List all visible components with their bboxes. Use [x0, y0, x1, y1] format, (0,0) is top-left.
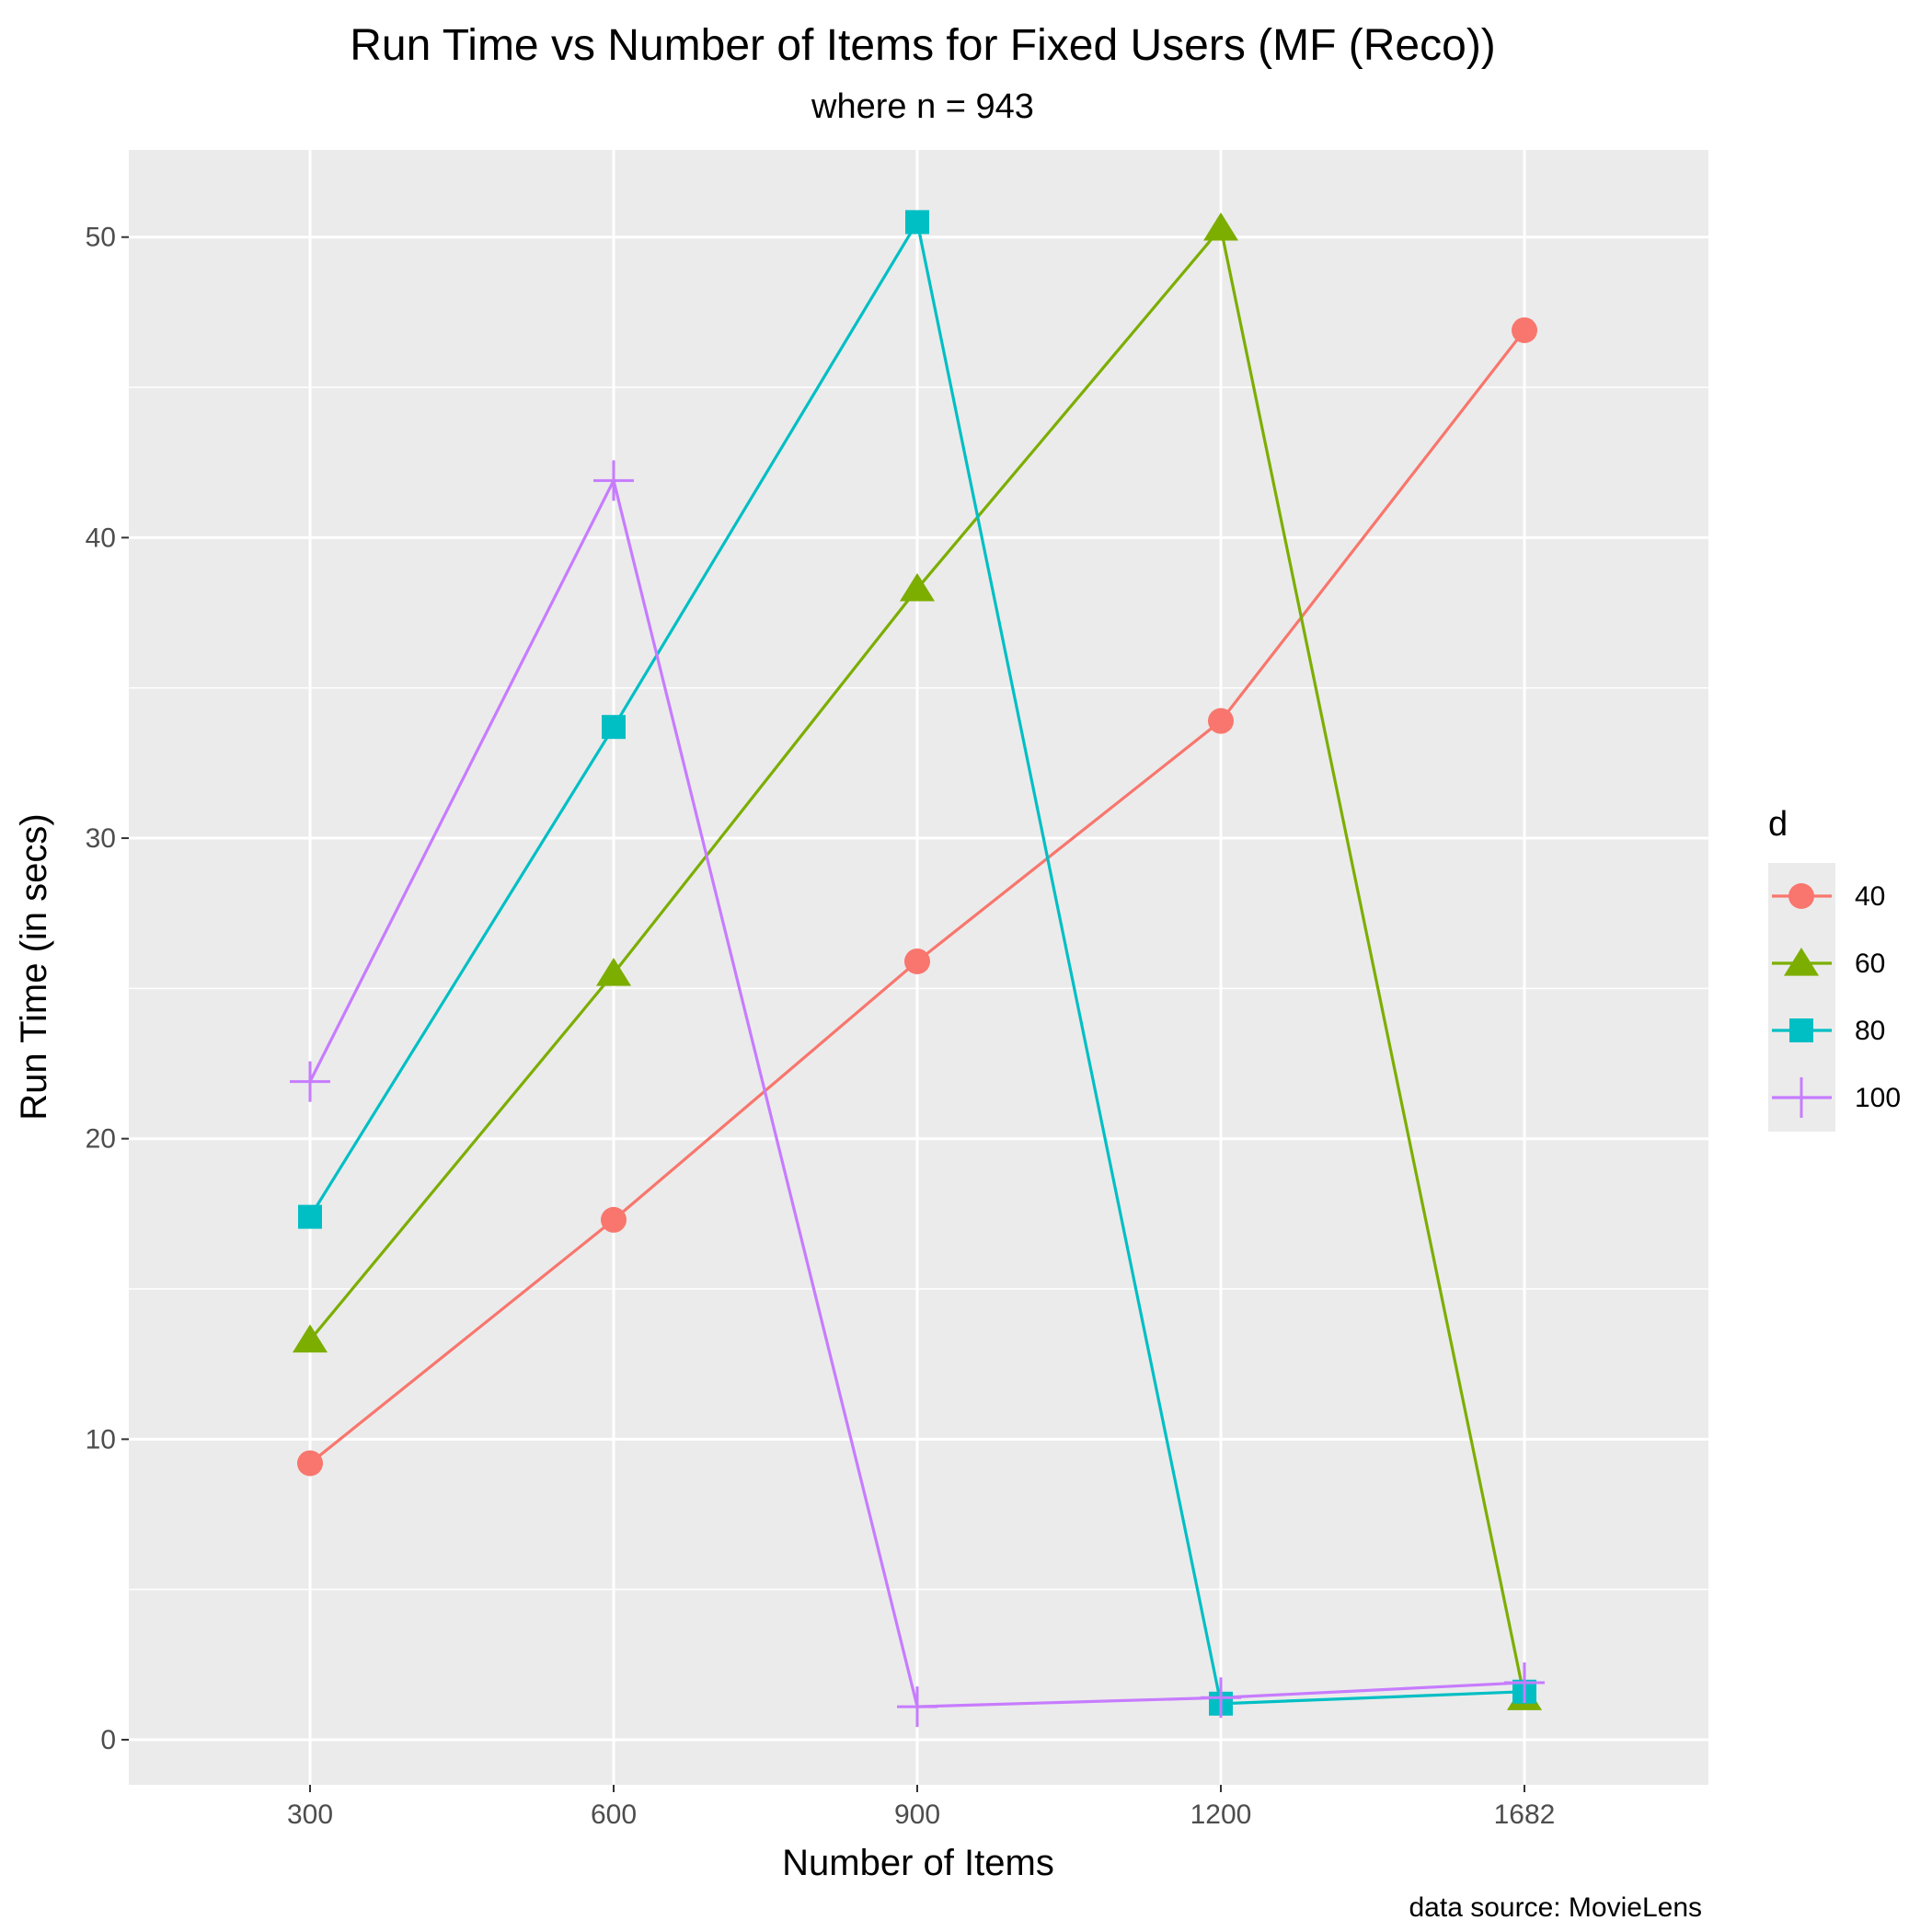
- y-tick-label: 40: [86, 523, 116, 553]
- x-tick-label: 300: [287, 1800, 333, 1830]
- chart-title: Run Time vs Number of Items for Fixed Us…: [350, 21, 1496, 70]
- chart-caption: data source: MovieLens: [1409, 1892, 1702, 1923]
- x-tick-label: 600: [591, 1800, 637, 1830]
- series-points: [290, 210, 1545, 1728]
- x-tick-label: 900: [894, 1800, 940, 1830]
- data-point: [1201, 1677, 1241, 1719]
- data-point: [593, 460, 634, 501]
- y-tick-label: 0: [100, 1725, 116, 1755]
- y-tick-label: 50: [86, 223, 116, 253]
- data-point: [1789, 1018, 1813, 1042]
- x-axis-title: Number of Items: [782, 1843, 1054, 1883]
- data-point: [601, 1206, 627, 1233]
- y-tick-label: 20: [86, 1124, 116, 1155]
- data-point: [595, 958, 632, 986]
- data-point: [1504, 1662, 1545, 1703]
- x-axis-ticks: 300 600 900 1200 1682: [287, 1785, 1555, 1830]
- chart-subtitle: where n = 943: [811, 87, 1034, 126]
- data-point: [297, 1450, 323, 1477]
- data-point: [298, 1204, 322, 1229]
- y-tick-label: 10: [86, 1424, 116, 1455]
- data-point: [897, 1686, 937, 1728]
- legend-label: 60: [1855, 949, 1885, 979]
- legend: d 40 60 80 100: [1768, 805, 1901, 1132]
- legend-label: 100: [1855, 1083, 1901, 1113]
- data-point: [1512, 316, 1537, 343]
- legend-title: d: [1768, 805, 1788, 844]
- data-point: [1788, 883, 1814, 909]
- data-point: [290, 1061, 330, 1102]
- legend-label: 80: [1855, 1016, 1885, 1046]
- data-point: [1781, 1077, 1822, 1118]
- data-point: [899, 572, 936, 602]
- y-axis-ticks: 0 10 20 30 40 50: [86, 223, 129, 1755]
- data-point: [905, 210, 929, 235]
- y-tick-label: 30: [86, 823, 116, 854]
- data-point: [1208, 707, 1234, 734]
- data-point: [292, 1324, 328, 1353]
- x-tick-label: 1682: [1494, 1800, 1556, 1830]
- x-tick-label: 1200: [1190, 1800, 1252, 1830]
- data-point: [1202, 212, 1239, 241]
- data-point: [1783, 948, 1820, 976]
- legend-label: 40: [1855, 881, 1885, 912]
- data-point: [602, 715, 626, 740]
- y-axis-title: Run Time (in secs): [14, 813, 54, 1120]
- data-point: [904, 948, 930, 974]
